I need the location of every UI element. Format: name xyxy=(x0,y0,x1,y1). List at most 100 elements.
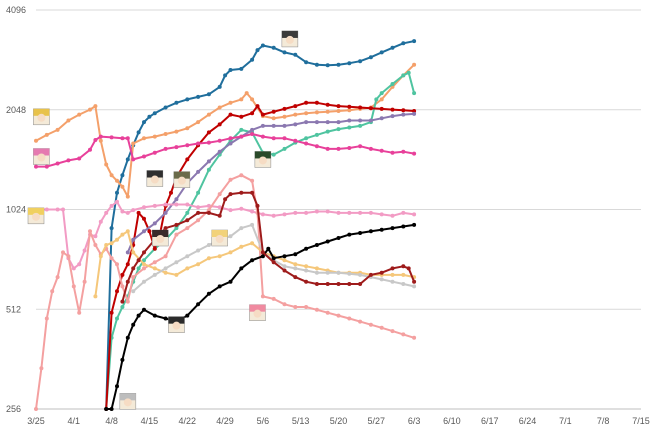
data-point xyxy=(217,192,222,197)
avatar-red-jacket-icon xyxy=(151,229,169,247)
data-point xyxy=(368,322,373,327)
data-point xyxy=(131,266,136,271)
data-point xyxy=(260,212,265,217)
data-point xyxy=(196,205,201,210)
data-point xyxy=(142,205,146,210)
data-point xyxy=(98,134,103,139)
data-point xyxy=(325,310,330,315)
data-point xyxy=(260,134,265,139)
data-point xyxy=(34,407,38,411)
data-point xyxy=(336,236,341,240)
data-point xyxy=(228,192,233,197)
data-point xyxy=(142,262,146,267)
series-4 xyxy=(125,111,417,255)
x-tick-label: 5/13 xyxy=(292,416,310,426)
data-point xyxy=(152,246,157,251)
data-point xyxy=(271,213,276,218)
data-point xyxy=(304,246,309,251)
data-point xyxy=(136,258,141,263)
data-point xyxy=(347,316,352,321)
avatar-pink-left-icon xyxy=(33,148,50,165)
data-point xyxy=(358,210,363,215)
data-point xyxy=(109,203,114,208)
data-point xyxy=(228,100,233,105)
data-point xyxy=(358,319,363,324)
data-point xyxy=(142,266,146,271)
data-point xyxy=(34,138,38,143)
data-point xyxy=(271,45,276,50)
data-point xyxy=(304,100,309,105)
x-tick-label: 3/25 xyxy=(27,416,45,426)
data-point xyxy=(142,250,146,255)
avatar-dark-hair-1-icon xyxy=(146,170,164,187)
data-point xyxy=(174,232,179,237)
x-tick-label: 7/8 xyxy=(597,416,610,426)
data-point xyxy=(239,66,244,71)
data-point xyxy=(120,136,125,141)
data-point xyxy=(206,256,211,261)
data-point xyxy=(196,262,201,267)
data-point xyxy=(152,134,157,139)
x-tick-label: 5/6 xyxy=(257,416,270,426)
data-point xyxy=(163,202,168,207)
data-point xyxy=(412,335,417,340)
data-point xyxy=(71,284,76,289)
data-point xyxy=(185,97,190,102)
data-point xyxy=(401,224,406,229)
data-point xyxy=(358,118,363,123)
data-point xyxy=(412,222,417,227)
data-point xyxy=(260,254,265,259)
data-point xyxy=(228,208,233,213)
data-point xyxy=(206,130,211,135)
data-point xyxy=(412,212,417,217)
data-point xyxy=(282,254,287,259)
data-point xyxy=(142,120,146,125)
data-point xyxy=(325,146,330,151)
data-point xyxy=(217,149,222,154)
data-point xyxy=(255,203,260,208)
data-point xyxy=(115,262,119,267)
data-point xyxy=(347,125,352,130)
data-point xyxy=(223,73,228,78)
data-point xyxy=(206,243,211,247)
data-point xyxy=(98,138,103,143)
data-point xyxy=(250,258,255,263)
y-tick-label: 2048 xyxy=(6,105,26,115)
data-point xyxy=(239,244,244,249)
data-point xyxy=(336,104,341,109)
data-point xyxy=(120,305,125,309)
series-10 xyxy=(104,222,417,411)
data-point xyxy=(304,111,309,116)
data-point xyxy=(390,45,395,50)
data-point xyxy=(174,260,179,265)
data-point xyxy=(217,138,222,143)
data-point xyxy=(271,152,276,157)
data-point xyxy=(379,50,384,55)
data-point xyxy=(185,266,190,271)
data-point xyxy=(401,282,406,286)
y-tick-label: 1024 xyxy=(6,205,26,215)
data-point xyxy=(185,218,190,223)
data-point xyxy=(271,260,276,265)
data-point xyxy=(88,229,92,234)
data-point xyxy=(109,173,114,178)
data-point xyxy=(206,140,211,145)
data-point xyxy=(131,157,136,162)
data-point xyxy=(250,178,255,183)
data-point xyxy=(142,229,146,234)
data-point xyxy=(239,266,244,271)
data-point xyxy=(325,209,330,214)
data-point xyxy=(358,272,363,277)
data-point xyxy=(390,272,395,277)
data-point xyxy=(401,108,406,113)
data-point xyxy=(401,112,406,117)
x-tick-label: 4/8 xyxy=(105,416,118,426)
data-point xyxy=(390,150,395,155)
data-point xyxy=(347,104,352,109)
data-point xyxy=(125,279,130,284)
data-point xyxy=(125,136,130,141)
data-point xyxy=(239,97,244,102)
data-point xyxy=(304,268,309,273)
data-point xyxy=(358,144,363,149)
data-point xyxy=(325,129,330,134)
